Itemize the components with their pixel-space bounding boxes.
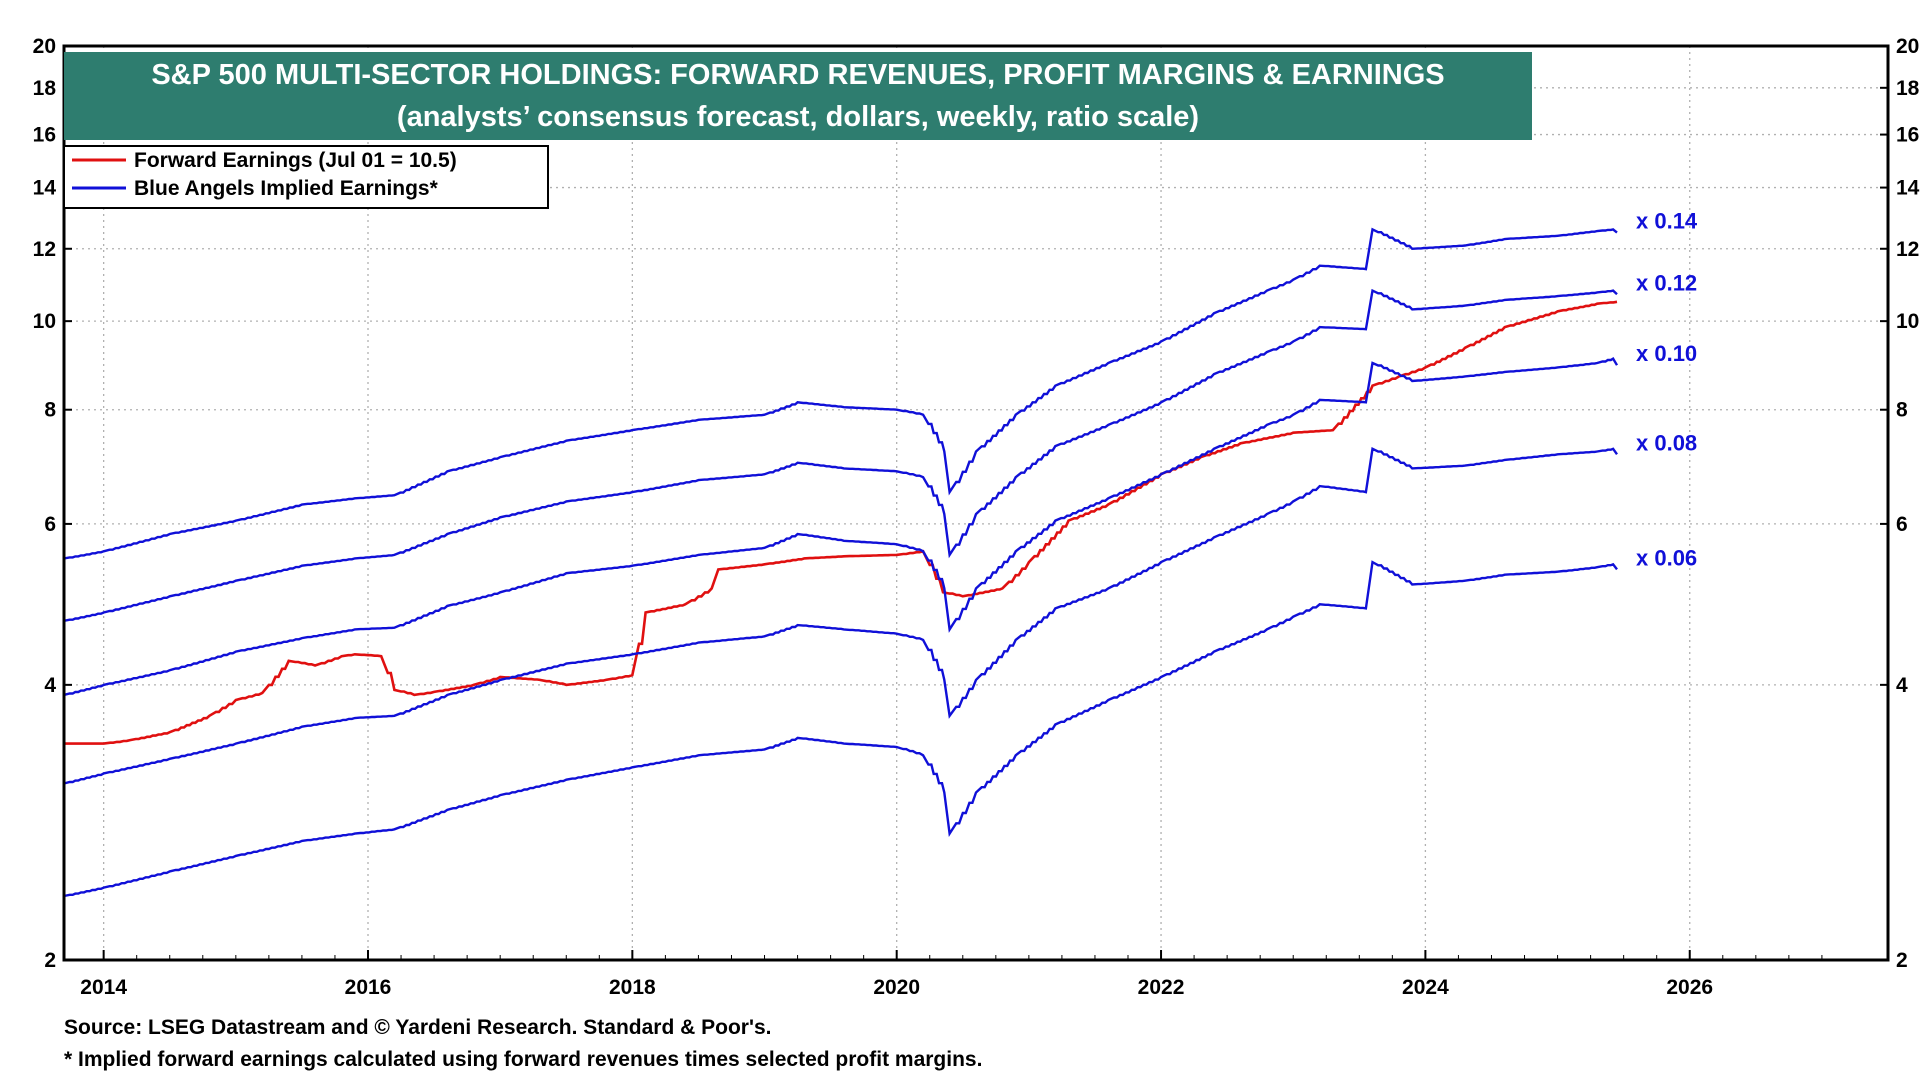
y-tick-label-right: 8: [1896, 399, 1908, 422]
footnote-source: Source: LSEG Datastream and © Yardeni Re…: [64, 1016, 771, 1039]
series-line-implied-006: [63, 560, 1618, 898]
title-banner: S&P 500 MULTI-SECTOR HOLDINGS: FORWARD R…: [64, 52, 1532, 140]
y-tick-label-left: 4: [44, 674, 56, 697]
chart-title: S&P 500 MULTI-SECTOR HOLDINGS: FORWARD R…: [151, 59, 1444, 91]
y-tick-label-right: 6: [1896, 513, 1908, 536]
legend: Forward Earnings (Jul 01 = 10.5) Blue An…: [63, 145, 549, 209]
x-tick-label: 2016: [345, 976, 392, 999]
plot-frame: [62, 44, 1890, 962]
x-tick-label: 2014: [80, 976, 127, 999]
series-line-forward-earnings: [64, 300, 1618, 745]
series-line-implied-012: [63, 288, 1618, 622]
series-line-implied-010: [63, 356, 1619, 697]
y-axis-left-ticks: 2 4 6 8 10 12 14 16 18 20: [33, 35, 72, 972]
legend-box: [63, 145, 549, 209]
series-lines: [63, 227, 1619, 898]
x-tick-label: 2020: [873, 976, 920, 999]
y-tick-label-right: 2: [1896, 949, 1908, 972]
y-tick-label-right: 14: [1896, 177, 1920, 200]
multiplier-labels: x 0.14 x 0.12 x 0.10 x 0.08 x 0.06: [1636, 209, 1698, 571]
y-tick-label-left: 20: [33, 35, 56, 58]
y-tick-label-right: 12: [1896, 238, 1919, 261]
y-tick-label-left: 14: [33, 177, 57, 200]
y-tick-label-right: 10: [1896, 310, 1919, 333]
series-line-implied-014: [63, 227, 1618, 560]
y-tick-label-left: 8: [44, 399, 56, 422]
y-tick-label-right: 16: [1896, 124, 1919, 147]
footnote-note: * Implied forward earnings calculated us…: [64, 1048, 982, 1071]
x-tick-label: 2026: [1666, 976, 1713, 999]
y-axis-right-ticks: 2 4 6 8 10 12 14 16 18 20: [1880, 35, 1920, 972]
legend-label-forward-earnings: Forward Earnings (Jul 01 = 10.5): [134, 149, 457, 172]
legend-label-implied-earnings: Blue Angels Implied Earnings*: [134, 177, 439, 200]
x-tick-label: 2024: [1402, 976, 1449, 999]
y-tick-label-right: 20: [1896, 35, 1919, 58]
multiplier-label: x 0.12: [1636, 270, 1697, 295]
chart-subtitle: (analysts’ consensus forecast, dollars, …: [397, 101, 1199, 133]
x-tick-label: 2022: [1138, 976, 1185, 999]
multiplier-label: x 0.14: [1636, 209, 1698, 234]
title-box: [64, 52, 1532, 140]
y-tick-label-left: 18: [33, 77, 57, 100]
multiplier-label: x 0.08: [1636, 430, 1697, 455]
y-tick-label-left: 2: [44, 949, 56, 972]
y-tick-label-right: 4: [1896, 674, 1908, 697]
multiplier-label: x 0.10: [1636, 341, 1697, 366]
y-tick-label-left: 16: [33, 124, 56, 147]
x-tick-label: 2018: [609, 976, 656, 999]
y-tick-label-right: 18: [1896, 77, 1920, 100]
y-tick-label-left: 6: [44, 513, 56, 536]
multiplier-label: x 0.06: [1636, 545, 1697, 570]
y-tick-label-left: 12: [33, 238, 56, 261]
series-line-implied-008: [63, 447, 1618, 785]
x-axis-ticks: 2014 2016 2018 2020 2022 2024 2026: [80, 950, 1823, 999]
y-tick-label-left: 10: [33, 310, 56, 333]
